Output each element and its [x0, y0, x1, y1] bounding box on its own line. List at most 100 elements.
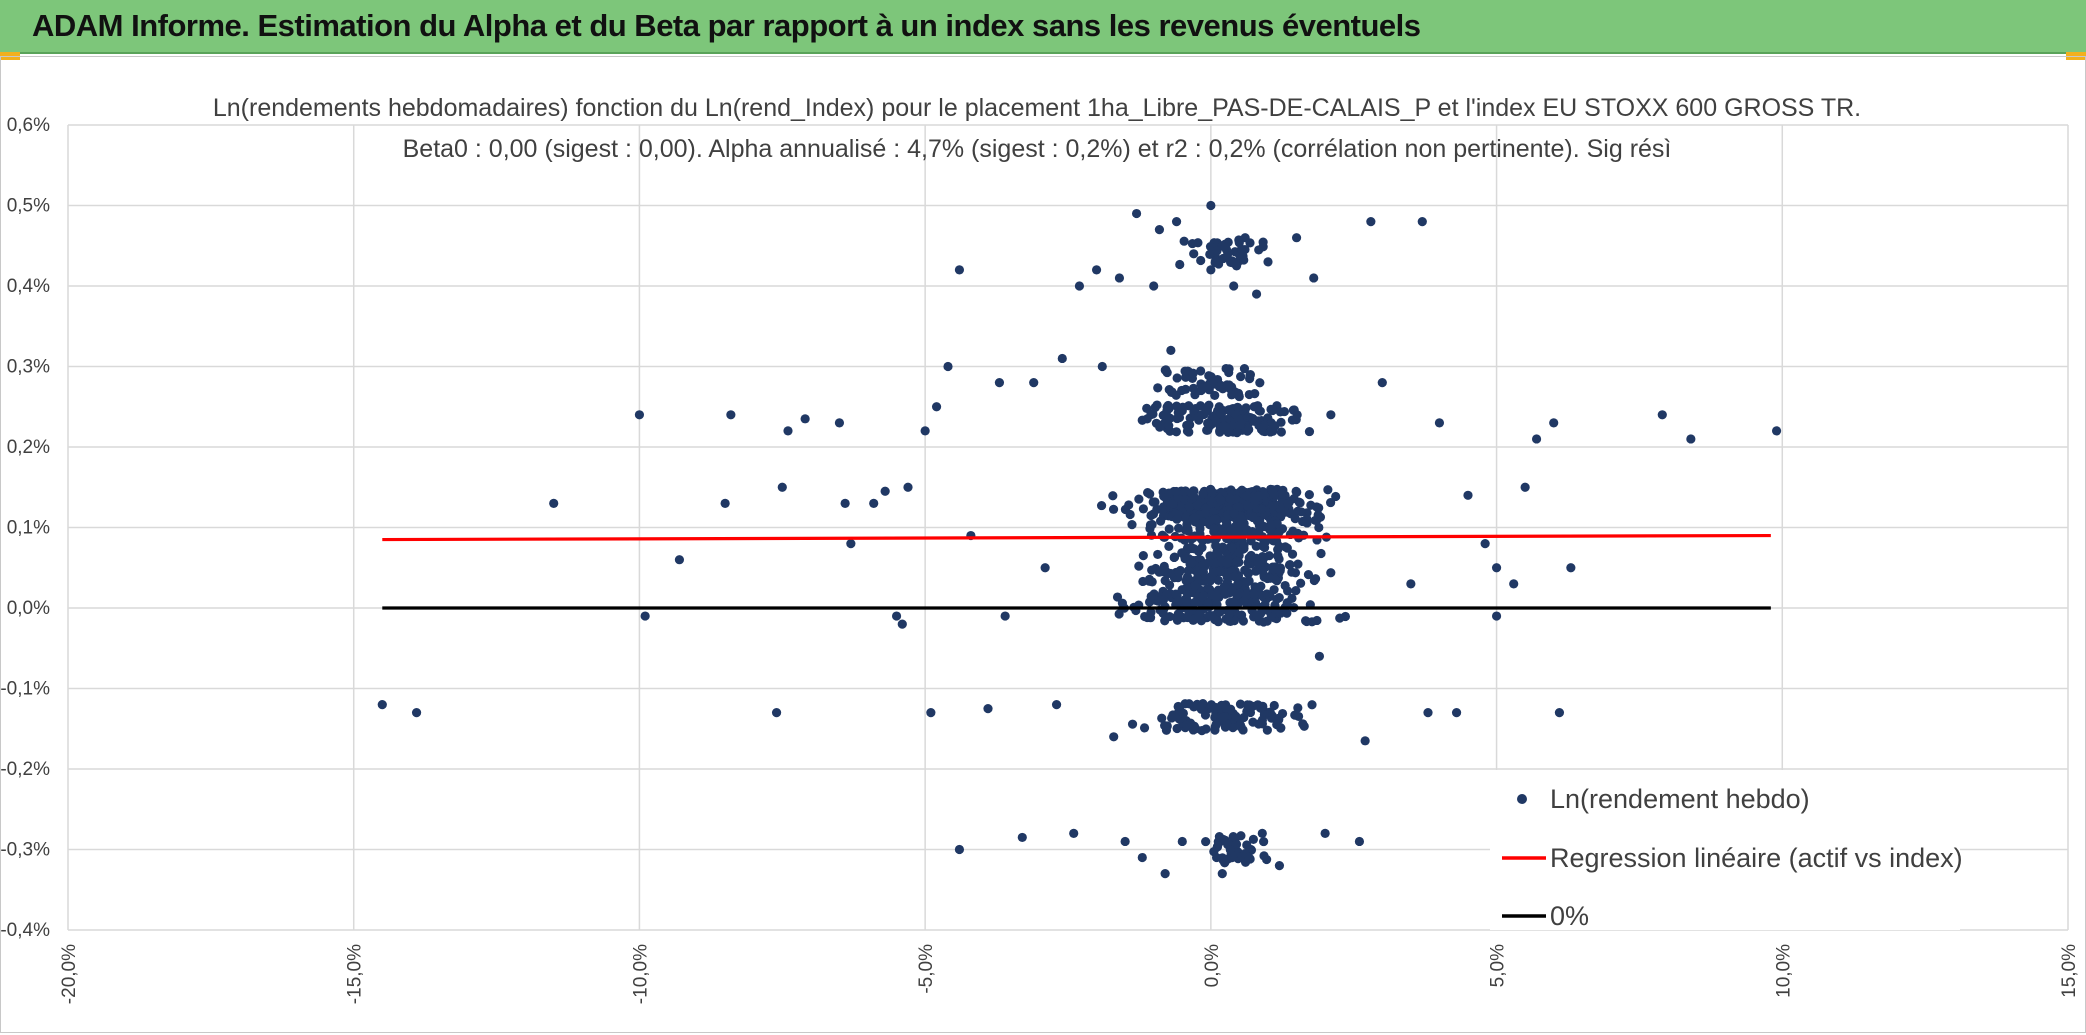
- data-point: [1171, 390, 1181, 400]
- data-point: [1172, 615, 1183, 625]
- data-point: [1125, 509, 1135, 520]
- data-point: [1293, 711, 1304, 722]
- report-title: ADAM Informe. Estimation du Alpha et du …: [32, 8, 1421, 43]
- data-point: [1138, 551, 1148, 561]
- data-point: [1257, 423, 1267, 433]
- data-point: [1248, 512, 1258, 522]
- data-point: [1309, 273, 1319, 283]
- data-point: [926, 708, 936, 718]
- data-point: [1164, 420, 1174, 431]
- data-point: [1282, 543, 1292, 553]
- data-point: [1164, 488, 1174, 498]
- data-point: [1292, 410, 1302, 420]
- data-point: [1299, 721, 1309, 731]
- data-point: [1323, 485, 1333, 495]
- data-point: [1211, 514, 1221, 524]
- data-point: [1259, 836, 1269, 847]
- data-point: [1304, 426, 1315, 437]
- data-point: [903, 482, 913, 492]
- data-point: [1166, 568, 1176, 579]
- data-point: [1235, 699, 1246, 709]
- data-point: [1241, 403, 1251, 413]
- data-point: [1228, 597, 1238, 608]
- data-point: [1198, 567, 1208, 577]
- data-point: [1188, 368, 1198, 378]
- data-point: [1029, 378, 1039, 388]
- data-point: [1259, 552, 1269, 562]
- data-point: [1326, 568, 1336, 578]
- data-point: [1000, 611, 1010, 621]
- data-point: [1244, 700, 1255, 710]
- data-point: [1153, 383, 1163, 393]
- chart-title: Ln(rendements hebdomadaires) fonction du…: [213, 94, 1861, 122]
- data-point: [1254, 406, 1264, 416]
- data-point: [1114, 609, 1124, 619]
- data-point: [1276, 723, 1286, 733]
- chart-axes: 0,6% 0,5% 0,4% 0,3% 0,2% 0,1% 0,0% -0,1% -0,2% -0…: [0, 115, 2080, 1004]
- y-tick-label: -0,3%: [0, 840, 50, 861]
- data-point: [1150, 497, 1160, 507]
- data-point: [1096, 500, 1107, 511]
- data-point: [1178, 708, 1188, 718]
- data-point: [1198, 489, 1208, 499]
- series-lines: [382, 533, 1771, 610]
- data-point: [1366, 217, 1376, 227]
- data-point: [1108, 491, 1118, 501]
- data-point: [1224, 367, 1234, 378]
- y-tick-label: 0,3%: [7, 357, 50, 378]
- data-point: [1241, 491, 1252, 501]
- x-tick-label: -10,0%: [630, 944, 651, 1004]
- data-point: [1302, 616, 1312, 627]
- data-point: [880, 486, 890, 496]
- y-tick-label: -0,1%: [0, 679, 50, 700]
- x-tick-label: 10,0%: [1773, 944, 1794, 998]
- data-point: [1274, 592, 1284, 603]
- data-point: [1210, 256, 1221, 266]
- chart-legend: Ln(rendement hebdo) Regression linéaire (…: [1490, 770, 1963, 931]
- data-point: [411, 708, 422, 718]
- data-point: [1771, 426, 1782, 436]
- data-point: [1274, 527, 1284, 537]
- data-point: [1114, 273, 1125, 283]
- data-point: [1275, 565, 1285, 576]
- data-point: [1260, 542, 1270, 553]
- data-point: [1239, 596, 1249, 606]
- data-point: [1232, 402, 1243, 412]
- data-point: [1221, 703, 1231, 713]
- data-point: [1451, 708, 1462, 718]
- data-point: [1239, 364, 1250, 374]
- data-point: [1310, 515, 1320, 526]
- data-point: [1287, 549, 1298, 559]
- data-point: [1216, 495, 1226, 505]
- data-point: [1491, 611, 1502, 621]
- data-point: [1197, 543, 1207, 553]
- data-point: [1184, 699, 1194, 709]
- data-point: [1275, 407, 1285, 417]
- data-point: [1205, 484, 1216, 494]
- data-point: [1288, 526, 1298, 536]
- data-point: [1206, 265, 1216, 275]
- data-point: [1283, 499, 1293, 509]
- data-point: [783, 426, 793, 436]
- data-point: [1360, 736, 1370, 746]
- data-point: [1160, 869, 1170, 879]
- data-point: [1212, 246, 1222, 256]
- legend-label: Regression linéaire (actif vs index): [1550, 843, 1963, 873]
- data-point: [897, 619, 907, 629]
- data-point: [1229, 509, 1239, 519]
- data-point: [1146, 607, 1156, 617]
- y-tick-label: 0,0%: [7, 598, 50, 619]
- data-point: [1531, 434, 1542, 444]
- data-point: [1154, 225, 1165, 235]
- data-point: [1172, 373, 1182, 383]
- data-point: [954, 844, 965, 855]
- data-point: [1252, 610, 1262, 620]
- data-point: [1253, 559, 1263, 570]
- data-point: [869, 498, 879, 508]
- data-point: [1236, 513, 1246, 523]
- data-point: [1269, 489, 1279, 499]
- data-point: [1417, 217, 1427, 227]
- data-point: [1155, 516, 1166, 526]
- data-point: [1203, 418, 1213, 428]
- data-point: [1549, 418, 1559, 428]
